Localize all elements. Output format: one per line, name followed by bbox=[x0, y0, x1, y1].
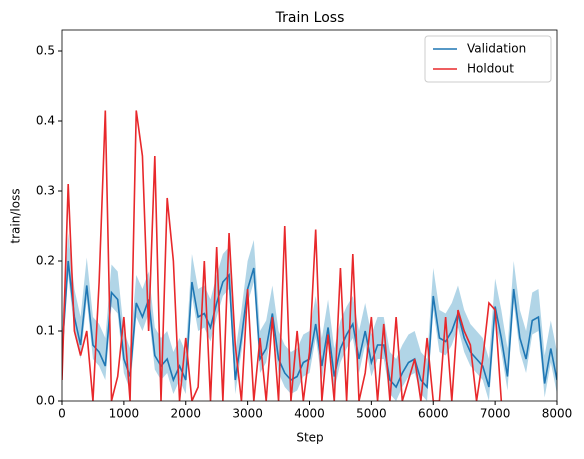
line-series bbox=[62, 110, 503, 401]
x-tick-label: 7000 bbox=[480, 407, 511, 421]
y-tick-label: 0.5 bbox=[36, 44, 55, 58]
legend-label: Validation bbox=[467, 42, 526, 56]
x-tick-label: 2000 bbox=[170, 407, 201, 421]
x-tick-label: 0 bbox=[58, 407, 66, 421]
y-tick-label: 0.1 bbox=[36, 324, 55, 338]
plot-area bbox=[62, 110, 557, 401]
y-axis-label: train/loss bbox=[9, 188, 23, 243]
confidence-band bbox=[62, 233, 557, 401]
y-tick-label: 0.3 bbox=[36, 184, 55, 198]
x-tick-label: 3000 bbox=[232, 407, 263, 421]
y-tick-label: 0.0 bbox=[36, 394, 55, 408]
y-tick-label: 0.2 bbox=[36, 254, 55, 268]
x-axis-label: Step bbox=[296, 431, 323, 445]
legend-box bbox=[424, 35, 552, 83]
line-series bbox=[62, 260, 557, 389]
x-tick-label: 6000 bbox=[418, 407, 449, 421]
x-tick-label: 8000 bbox=[542, 407, 573, 421]
chart-title: Train Loss bbox=[275, 10, 345, 26]
x-tick-label: 4000 bbox=[294, 407, 325, 421]
x-tick-label: 1000 bbox=[109, 407, 140, 421]
x-tick-label: 5000 bbox=[356, 407, 387, 421]
legend-label: Holdout bbox=[467, 62, 514, 76]
y-tick-label: 0.4 bbox=[36, 114, 55, 128]
